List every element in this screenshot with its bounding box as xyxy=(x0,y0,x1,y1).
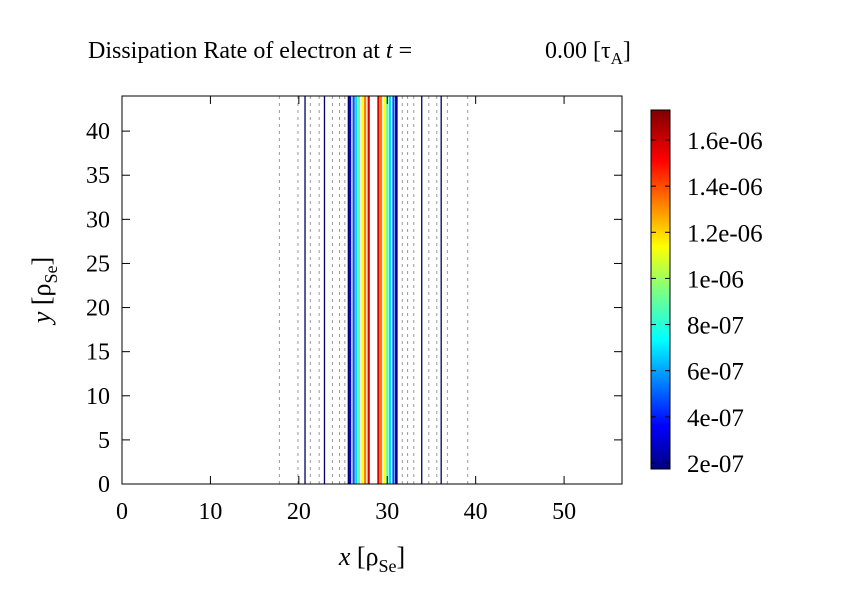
colorbar-tick-label: 6e-07 xyxy=(687,359,744,386)
colorbar-tick-label: 2e-07 xyxy=(687,451,744,478)
colorbar-tick-label: 1.2e-06 xyxy=(687,220,763,247)
x-tick-label: 30 xyxy=(375,499,399,525)
colorbar-tick-label: 1e-06 xyxy=(687,266,744,293)
y-tick-label: 10 xyxy=(86,384,110,410)
colorbar-tick-label: 1.6e-06 xyxy=(687,128,763,155)
y-tick-label: 0 xyxy=(98,472,110,498)
colorbar xyxy=(650,109,671,470)
colorbar-tick-label: 4e-07 xyxy=(687,405,744,432)
y-tick-label: 30 xyxy=(86,207,110,233)
x-tick-label: 10 xyxy=(198,499,222,525)
colorbar-tick-label: 1.4e-06 xyxy=(687,174,763,201)
colorbar-tick-label: 8e-07 xyxy=(687,313,744,340)
y-tick-label: 35 xyxy=(86,163,110,189)
x-tick-label: 40 xyxy=(464,499,488,525)
x-tick-label: 20 xyxy=(287,499,311,525)
y-tick-label: 5 xyxy=(98,428,110,454)
y-axis-label: y [ρSe] xyxy=(27,257,61,326)
y-tick-label: 25 xyxy=(86,251,110,277)
plot-area xyxy=(278,96,469,484)
chart-title: Dissipation Rate of electron at t = 0.00… xyxy=(88,38,631,68)
y-tick-label: 15 xyxy=(86,340,110,366)
x-tick-label: 50 xyxy=(552,499,576,525)
x-axis-label: x [ρSe] xyxy=(338,542,405,576)
plot-frame xyxy=(121,95,623,485)
y-tick-label: 20 xyxy=(86,296,110,322)
x-tick-label: 0 xyxy=(116,499,128,525)
y-tick-label: 40 xyxy=(86,119,110,145)
